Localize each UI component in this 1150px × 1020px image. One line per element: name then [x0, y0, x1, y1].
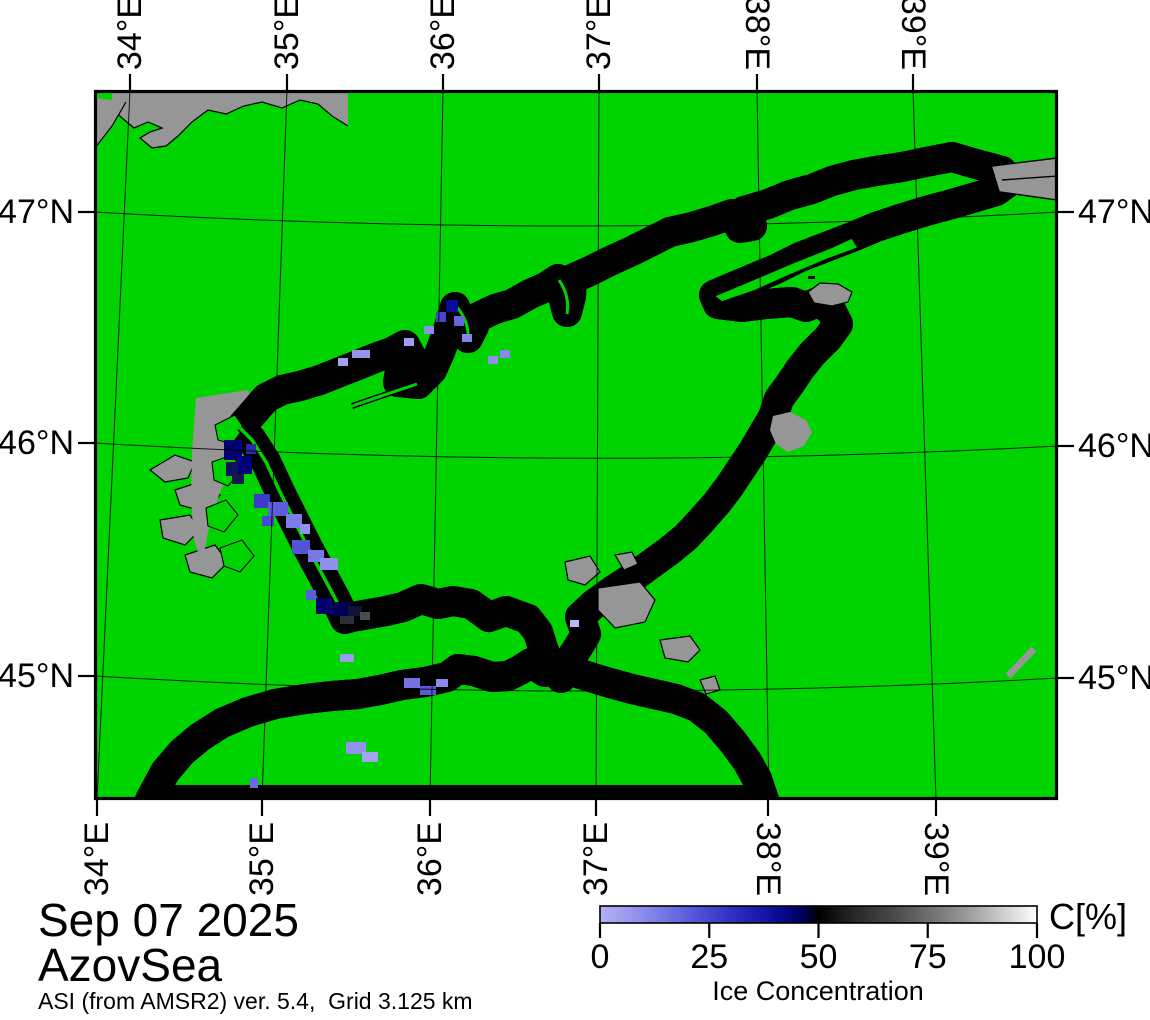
ice-patch	[404, 678, 420, 688]
ice-patch	[454, 316, 464, 326]
ice-patch	[352, 350, 370, 358]
ice-patch	[462, 334, 472, 342]
ice-patch	[262, 516, 274, 526]
colorbar-caption: Ice Concentration	[712, 976, 924, 1006]
ice-patch	[436, 312, 446, 322]
ice-patch	[236, 456, 252, 474]
top-axis-label: 37°E	[580, 0, 618, 70]
right-axis-label: 47°N	[1078, 193, 1150, 231]
coastal-features	[95, 91, 1055, 695]
date-title: Sep 07 2025	[38, 894, 299, 946]
ice-patch	[300, 524, 310, 534]
left-axis-label: 46°N	[0, 424, 74, 462]
top-axis-label: 34°E	[111, 0, 149, 70]
region-title: AzovSea	[38, 939, 223, 991]
colorbar-tick-label: 75	[909, 938, 947, 976]
source-footer: ASI (from AMSR2) ver. 5.4, Grid 3.125 km	[38, 988, 473, 1014]
ice-patch	[232, 474, 244, 484]
right-axis-label: 46°N	[1078, 427, 1150, 465]
bay-islets	[794, 250, 815, 279]
ice-patch	[348, 606, 362, 616]
ice-patch	[500, 350, 510, 358]
right-axis-label: 45°N	[1078, 659, 1150, 697]
left-axis-label: 45°N	[0, 657, 74, 695]
bottom-axis-label: 36°E	[411, 822, 449, 896]
ice-patch	[332, 602, 350, 616]
ice-patch	[250, 778, 258, 788]
berdyansk-spit	[557, 279, 570, 315]
left-axis-label: 47°N	[0, 193, 74, 231]
graticule	[95, 91, 1055, 799]
map-panel	[95, 91, 1055, 799]
ice-patch	[436, 679, 448, 687]
bottom-axis-label: 35°E	[243, 822, 281, 896]
ice-patch	[340, 654, 354, 662]
bottom-axis-label: 37°E	[577, 822, 615, 896]
ice-concentration-patches	[224, 300, 510, 788]
ice-patch	[226, 462, 238, 476]
ice-patch	[346, 742, 366, 754]
ice-patch	[268, 502, 288, 516]
bottom-axis-label: 38°E	[749, 822, 787, 896]
top-axis-label: 38°E	[738, 0, 776, 70]
ice-patch	[338, 358, 348, 366]
bottom-axis-label: 34°E	[78, 822, 116, 896]
colorbar-gradient-bar	[599, 905, 1038, 924]
ice-patch	[254, 494, 270, 508]
ice-patch	[488, 356, 498, 364]
ice-patch	[286, 514, 302, 528]
ice-patch	[316, 598, 332, 614]
colorbar-tick-label: 25	[690, 938, 728, 976]
colorbar-tick-label: 100	[1009, 938, 1066, 976]
top-axis-label: 35°E	[268, 0, 306, 70]
fedotova-spit	[351, 382, 418, 408]
ice-patch	[404, 338, 414, 346]
axis-labels: 34°E 35°E 36°E 37°E 38°E 39°E 34°E 35°E 36°E 37°E…	[0, 0, 1150, 896]
map-frame	[93, 89, 1059, 801]
colorbar-unit: C[%]	[1049, 896, 1127, 937]
dolgaya-spit	[712, 237, 860, 303]
colorbar-tick-label: 50	[800, 938, 838, 976]
top-axis-label: 39°E	[894, 0, 932, 70]
ice-patch	[420, 686, 436, 695]
colorbar: 0 25 50 75 100 C[%] Ice Concentration	[591, 896, 1127, 1006]
ice-patch	[424, 326, 434, 334]
colorbar-ticks: 0 25 50 75 100	[591, 923, 1066, 976]
ice-patch	[246, 444, 256, 454]
bottom-axis-label: 39°E	[917, 822, 955, 896]
ice-patch	[340, 616, 354, 624]
top-axis-label: 36°E	[424, 0, 462, 70]
ice-patch	[320, 558, 338, 570]
ice-patch	[360, 612, 370, 620]
ice-patch	[446, 300, 458, 312]
colorbar-tick-label: 0	[591, 938, 610, 976]
ice-patch	[362, 752, 378, 762]
ice-patch	[306, 590, 316, 600]
ice-patch	[292, 540, 310, 554]
